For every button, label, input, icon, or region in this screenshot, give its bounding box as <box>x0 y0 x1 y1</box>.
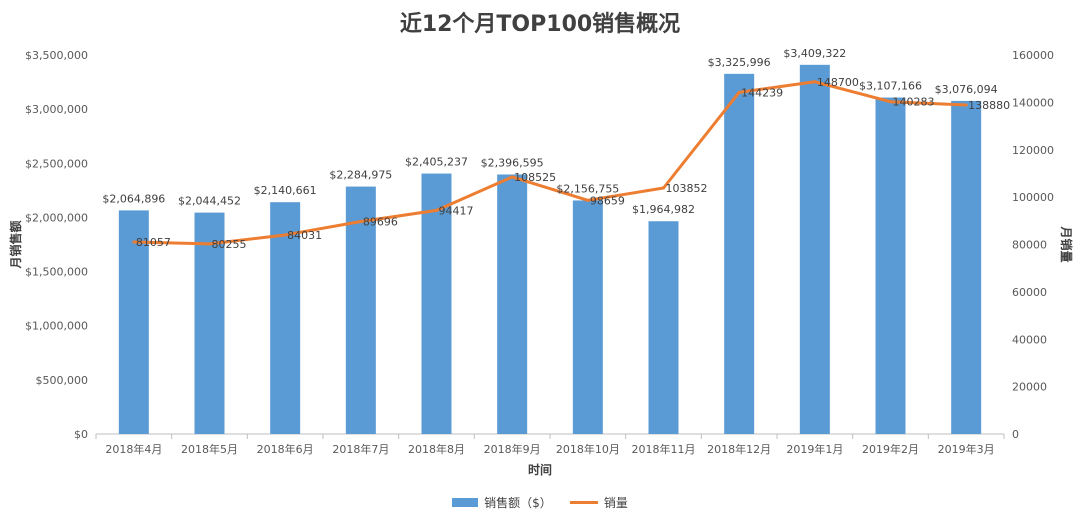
bar <box>799 64 830 435</box>
x-axis-title: 时间 <box>528 462 552 477</box>
line-data-label: 103852 <box>666 182 708 195</box>
legend-swatch-line <box>569 501 598 504</box>
y-left-tick-label: $1,000,000 <box>25 320 88 333</box>
line-data-label: 140283 <box>893 96 935 109</box>
bar-data-label: $2,140,661 <box>254 184 317 197</box>
line-point <box>435 208 438 212</box>
chart-title: 近12个月TOP100销售概况 <box>399 12 681 37</box>
y-left-tick-label: $3,000,000 <box>25 103 88 116</box>
bar <box>951 100 982 435</box>
x-axis-tick-label: 2018年10月 <box>556 442 620 456</box>
bar-data-label: $3,107,166 <box>859 80 922 93</box>
line-point <box>662 186 665 190</box>
bar <box>875 97 906 435</box>
x-axis-tick-label: 2018年11月 <box>632 442 696 456</box>
bar <box>194 212 225 434</box>
bar-data-label: $2,064,896 <box>102 192 165 205</box>
line-point <box>283 233 287 237</box>
line-series-path <box>133 80 967 246</box>
legend-item-bar: 销售额（$） <box>452 494 552 511</box>
y-right-tick-label: 120000 <box>1012 144 1054 157</box>
bar-data-label: $2,156,755 <box>556 182 619 195</box>
y-left-tick-label: $500,000 <box>36 374 89 387</box>
line-data-label: 84031 <box>287 229 322 242</box>
x-axis-tick-label: 2019年1月 <box>786 442 843 456</box>
line-point <box>964 103 968 107</box>
line-point <box>889 100 892 104</box>
bar-data-label: $3,076,094 <box>935 83 998 96</box>
y-left-tick-label: $2,500,000 <box>25 157 88 170</box>
bar <box>345 186 376 434</box>
line-point <box>510 175 514 179</box>
bar <box>421 173 452 435</box>
y-right-tick-label: 160000 <box>1012 49 1054 62</box>
y-right-tick-label: 140000 <box>1012 96 1054 109</box>
x-axis-tick-label: 2018年7月 <box>332 442 389 456</box>
bar-data-label: $2,284,975 <box>329 169 392 182</box>
y-left-tick-label: $2,000,000 <box>25 211 88 224</box>
line-data-label: 89696 <box>363 216 398 229</box>
legend-swatch-bar <box>452 498 479 507</box>
x-axis-tick-label: 2019年3月 <box>938 442 995 456</box>
line-data-label: 94417 <box>439 204 474 217</box>
x-axis-tick-label: 2018年6月 <box>257 442 314 456</box>
y-right-tick-label: 100000 <box>1012 191 1054 204</box>
y-left-tick-label: $3,500,000 <box>25 49 88 62</box>
line-data-label: 148700 <box>817 76 859 89</box>
x-axis-tick-label: 2018年5月 <box>181 442 238 456</box>
line-point <box>208 242 211 246</box>
line-point <box>359 220 363 224</box>
legend-label-bar: 销售额（$） <box>484 496 552 510</box>
line-data-label: 98659 <box>590 194 625 207</box>
legend: 销售额（$） 销量 <box>0 494 1080 511</box>
line-data-label: 144239 <box>741 86 783 99</box>
bar <box>648 221 679 434</box>
bar <box>724 73 755 434</box>
bar-data-label: $2,405,237 <box>405 156 468 169</box>
bar <box>118 210 149 434</box>
y-right-tick-label: 60000 <box>1012 286 1047 299</box>
bar-data-label: $1,964,982 <box>632 203 695 216</box>
line-point <box>132 240 136 244</box>
y-left-tick-label: $1,500,000 <box>25 266 88 279</box>
x-axis-tick-label: 2018年12月 <box>707 442 771 456</box>
y-right-tick-label: 40000 <box>1012 333 1047 346</box>
y-right-tick-label: 20000 <box>1012 381 1047 394</box>
bar <box>270 202 301 434</box>
line-point <box>586 198 590 202</box>
legend-item-line: 销量 <box>569 494 628 511</box>
bar <box>497 174 528 434</box>
line-data-label: 80255 <box>212 238 247 251</box>
x-axis-tick-label: 2018年8月 <box>408 442 465 456</box>
x-axis-tick-label: 2019年2月 <box>862 442 919 456</box>
x-axis-tick-label: 2018年4月 <box>105 442 162 456</box>
legend-label-line: 销量 <box>603 496 628 510</box>
bar-data-label: $3,409,322 <box>783 47 846 60</box>
line-point <box>737 90 741 94</box>
y-right-tick-label: 0 <box>1012 428 1019 441</box>
line-data-label: 138880 <box>968 99 1010 112</box>
y-right-axis-title: 月销量 <box>1059 225 1074 262</box>
y-left-axis-title: 月销售额 <box>8 220 23 269</box>
bar-data-label: $2,044,452 <box>178 195 241 208</box>
x-axis-tick-label: 2018年9月 <box>484 442 541 456</box>
y-right-tick-label: 80000 <box>1012 239 1047 252</box>
bar-data-label: $2,396,595 <box>481 156 544 169</box>
y-left-tick-label: $0 <box>74 428 88 441</box>
line-point <box>813 80 817 84</box>
line-data-label: 81057 <box>136 236 171 249</box>
bar-data-label: $3,325,996 <box>708 56 771 69</box>
bar <box>572 200 603 434</box>
line-data-label: 108525 <box>514 171 556 184</box>
